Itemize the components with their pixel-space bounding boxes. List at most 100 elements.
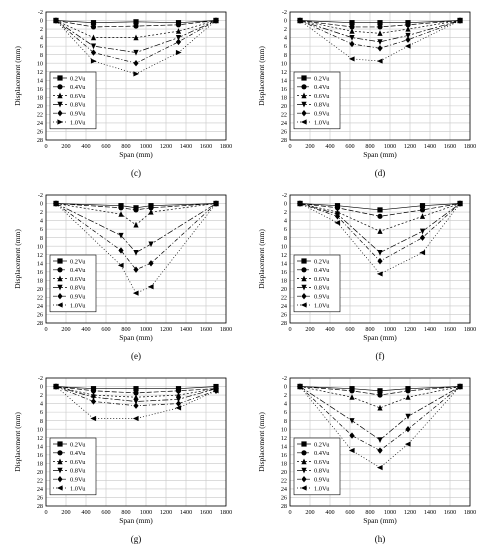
legend-box bbox=[293, 437, 341, 496]
y-tick-label: 6 bbox=[40, 226, 43, 233]
plot-frame bbox=[289, 194, 471, 324]
series-1.0Vu bbox=[296, 200, 463, 277]
x-tick-label: 800 bbox=[365, 143, 374, 150]
x-tick-label: 0 bbox=[288, 509, 291, 516]
panel-label: (h) bbox=[375, 534, 386, 544]
legend-marker bbox=[57, 476, 63, 483]
x-axis-label: Span (mm) bbox=[119, 516, 153, 525]
x-tick-label: 800 bbox=[365, 326, 374, 333]
x-tick-label: 0 bbox=[44, 509, 47, 516]
y-axis-label: Displacement (mm) bbox=[257, 412, 266, 472]
y-tick-label: 28 bbox=[37, 137, 43, 144]
y-tick-label: 14 bbox=[281, 77, 287, 84]
y-tick-label: 22 bbox=[281, 478, 287, 485]
legend-entry: 0.9Vu bbox=[70, 111, 86, 118]
data-point bbox=[90, 49, 97, 56]
y-tick-label: 18 bbox=[37, 460, 43, 467]
y-tick-label: 20 bbox=[37, 469, 43, 476]
y-tick-label: 16 bbox=[37, 452, 43, 459]
data-point bbox=[133, 71, 140, 77]
y-tick-label: 4 bbox=[284, 401, 287, 408]
y-tick-label: 24 bbox=[37, 120, 43, 127]
data-point bbox=[90, 43, 97, 50]
x-tick-label: 600 bbox=[345, 143, 354, 150]
x-tick-label: 600 bbox=[345, 326, 354, 333]
legend-marker bbox=[57, 92, 63, 99]
legend-entry: 0.2Vu bbox=[70, 75, 86, 82]
data-point bbox=[405, 426, 411, 433]
series-1.0Vu bbox=[296, 383, 463, 471]
legend-entry: 1.0Vu bbox=[70, 485, 86, 492]
y-tick-label: 14 bbox=[37, 260, 43, 267]
legend-marker bbox=[301, 450, 307, 456]
y-tick-label: 20 bbox=[281, 469, 287, 476]
y-tick-label: 0 bbox=[40, 18, 43, 25]
x-tick-label: 400 bbox=[325, 143, 334, 150]
x-tick-label: 400 bbox=[325, 509, 334, 516]
legend-marker bbox=[57, 258, 63, 264]
x-tick-label: 1800 bbox=[464, 143, 476, 150]
y-tick-label: -2 bbox=[282, 9, 287, 16]
x-tick-label: 200 bbox=[305, 326, 314, 333]
legend-entry: 0.2Vu bbox=[70, 441, 86, 448]
data-point bbox=[456, 383, 463, 390]
legend-box bbox=[49, 71, 97, 130]
data-point bbox=[377, 404, 383, 411]
x-tick-label: 200 bbox=[61, 326, 70, 333]
y-tick-label: -2 bbox=[282, 192, 287, 199]
data-point bbox=[52, 200, 59, 207]
data-point bbox=[349, 28, 355, 34]
data-point bbox=[148, 260, 154, 267]
chart-panel: 0 200 400 600 800 1000 1200 1400 1600 1800-202468… bbox=[257, 9, 476, 178]
y-tick-label: 12 bbox=[281, 435, 287, 442]
y-tick-label: -2 bbox=[38, 9, 43, 16]
legend-marker bbox=[57, 441, 63, 447]
legend-marker bbox=[301, 293, 307, 300]
y-tick-label: 4 bbox=[284, 35, 287, 42]
series-0.2Vu bbox=[297, 17, 463, 26]
y-tick-label: 0 bbox=[284, 384, 287, 391]
x-tick-label: 200 bbox=[305, 509, 314, 516]
y-tick-label: 10 bbox=[37, 60, 43, 67]
legend-entry: 1.0Vu bbox=[314, 485, 330, 492]
y-tick-label: 16 bbox=[281, 452, 287, 459]
legend-marker bbox=[301, 84, 307, 90]
x-tick-label: 800 bbox=[365, 509, 374, 516]
data-point bbox=[296, 17, 303, 24]
data-point bbox=[147, 284, 154, 290]
data-point bbox=[349, 40, 355, 48]
data-point bbox=[118, 247, 124, 254]
legend-box bbox=[49, 254, 97, 313]
data-point bbox=[133, 60, 139, 67]
y-tick-label: 8 bbox=[40, 418, 43, 425]
y-tick-label: 6 bbox=[284, 226, 287, 233]
data-point bbox=[53, 17, 60, 24]
data-point bbox=[175, 388, 182, 394]
legend-entry: 0.6Vu bbox=[314, 459, 330, 466]
y-tick-label: 14 bbox=[37, 443, 43, 450]
legend-entry: 0.8Vu bbox=[314, 285, 330, 292]
y-tick-label: 26 bbox=[37, 129, 43, 136]
legend-marker bbox=[301, 441, 307, 447]
x-axis-label: Span (mm) bbox=[119, 333, 153, 342]
legend-marker bbox=[301, 467, 307, 474]
y-tick-label: 14 bbox=[281, 260, 287, 267]
x-tick-label: 0 bbox=[44, 143, 47, 150]
data-point bbox=[133, 207, 139, 213]
x-tick-label: 1000 bbox=[384, 509, 396, 516]
data-point bbox=[90, 24, 97, 30]
y-tick-label: 12 bbox=[37, 252, 43, 259]
data-point bbox=[334, 205, 341, 211]
data-point bbox=[349, 35, 355, 41]
y-tick-label: 8 bbox=[284, 52, 287, 59]
data-point bbox=[90, 34, 97, 41]
legend-entry: 0.6Vu bbox=[314, 93, 330, 100]
data-point bbox=[349, 432, 355, 439]
data-point bbox=[148, 208, 154, 215]
y-axis-label: Displacement (mm) bbox=[13, 412, 22, 472]
y-tick-label: 12 bbox=[281, 69, 287, 76]
y-tick-label: 8 bbox=[40, 235, 43, 242]
